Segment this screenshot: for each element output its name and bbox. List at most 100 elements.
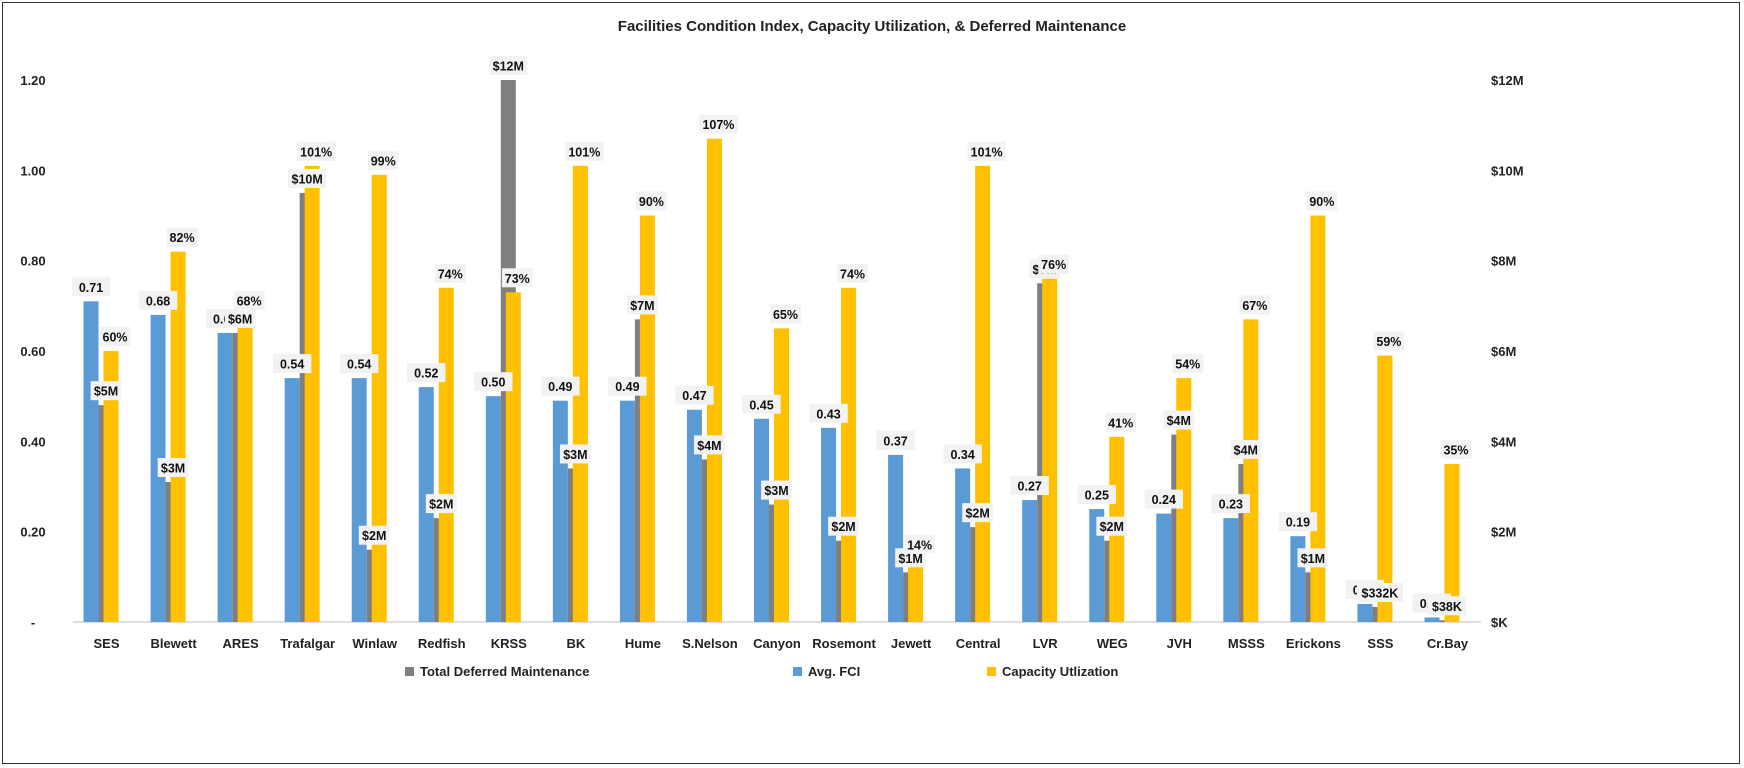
legend-swatch bbox=[793, 667, 802, 676]
category-label: Central bbox=[956, 636, 1001, 651]
data-labels: 0.71$5M60%0.68$3M82%0.64$6M68%0.54$10M10… bbox=[71, 56, 1472, 616]
fci-bar bbox=[552, 400, 568, 622]
category-label: Erickons bbox=[1286, 636, 1341, 651]
fci-value-label-bg bbox=[340, 354, 379, 374]
fci-value-label-bg bbox=[876, 430, 915, 450]
capacity-value-label: 60% bbox=[103, 331, 128, 345]
capacity-value-label-bg bbox=[699, 114, 738, 134]
capacity-value-label: 73% bbox=[505, 272, 530, 286]
capacity-value-label-bg bbox=[1239, 295, 1271, 315]
fci-value-label-bg bbox=[675, 385, 714, 405]
deferred-maintenance-value-label-bg bbox=[694, 435, 725, 455]
y-left-tick-label: 0.40 bbox=[20, 434, 45, 449]
capacity-bar bbox=[1377, 355, 1393, 622]
capacity-value-label-bg bbox=[636, 191, 667, 211]
capacity-value-label-bg bbox=[1105, 412, 1137, 432]
capacity-value-label: 101% bbox=[971, 145, 1003, 159]
category-label: Redfish bbox=[418, 636, 466, 651]
capacity-value-label: 67% bbox=[1242, 299, 1267, 313]
category-label: Canyon bbox=[753, 636, 801, 651]
capacity-bar bbox=[908, 558, 924, 622]
fci-value-label-bg bbox=[809, 403, 848, 423]
capacity-value-label-bg bbox=[1172, 354, 1204, 374]
deferred-maintenance-value-label: $7M bbox=[630, 299, 654, 313]
capacity-bar bbox=[304, 165, 320, 623]
deferred-maintenance-value-label-bg bbox=[489, 56, 528, 75]
legend-swatch bbox=[405, 667, 414, 676]
capacity-value-label: 74% bbox=[438, 267, 463, 281]
deferred-maintenance-value-label: $332K bbox=[1362, 587, 1399, 601]
capacity-bar bbox=[1243, 319, 1259, 622]
y-left-tick-label: 0.20 bbox=[20, 525, 45, 540]
deferred-maintenance-value-label-bg bbox=[1096, 516, 1128, 536]
fci-bar bbox=[1089, 509, 1105, 622]
fci-value-label: 0.24 bbox=[1152, 493, 1176, 507]
category-label: Winlaw bbox=[352, 636, 398, 651]
fci-value-label-bg bbox=[71, 277, 111, 297]
capacity-value-label-bg bbox=[1373, 331, 1405, 351]
category-label: Cr.Bay bbox=[1427, 636, 1469, 651]
capacity-bar bbox=[371, 174, 387, 622]
fci-value-label: 0.54 bbox=[347, 358, 371, 372]
deferred-maintenance-value-label-bg bbox=[1163, 410, 1195, 430]
fci-bar bbox=[217, 332, 233, 622]
category-label: ARES bbox=[223, 636, 259, 651]
deferred-maintenance-value-label: $6M bbox=[228, 312, 252, 326]
deferred-maintenance-value-label: $1M bbox=[898, 552, 922, 566]
fci-value-label-bg bbox=[474, 372, 513, 392]
capacity-bar bbox=[237, 314, 253, 622]
capacity-bar bbox=[774, 328, 789, 622]
category-label: BK bbox=[566, 636, 585, 651]
capacity-bar bbox=[1444, 463, 1460, 622]
deferred-maintenance-value-label-bg bbox=[627, 295, 658, 315]
y-right-tick-label: $K bbox=[1491, 615, 1508, 630]
category-label: MSSS bbox=[1228, 636, 1265, 651]
fci-value-label-bg bbox=[1211, 494, 1251, 514]
capacity-value-label: 68% bbox=[237, 294, 262, 308]
capacity-bar bbox=[1176, 378, 1192, 622]
fci-bar bbox=[1022, 500, 1038, 622]
fci-value-label-bg bbox=[742, 394, 781, 414]
capacity-bar bbox=[841, 287, 857, 622]
deferred-maintenance-value-label-bg bbox=[1297, 548, 1329, 568]
fci-bar bbox=[1156, 513, 1172, 622]
capacity-value-label-bg bbox=[837, 263, 868, 283]
y-right-tick-label: $10M bbox=[1491, 163, 1524, 178]
category-label: WEG bbox=[1097, 636, 1128, 651]
fci-value-label: 0.34 bbox=[950, 448, 974, 462]
fci-bar bbox=[351, 378, 367, 622]
capacity-value-label-bg bbox=[565, 141, 604, 161]
fci-bar bbox=[1424, 617, 1440, 622]
deferred-maintenance-value-label-bg bbox=[358, 525, 390, 545]
deferred-maintenance-value-label-bg bbox=[1230, 439, 1262, 459]
legend-label: Total Deferred Maintenance bbox=[420, 664, 590, 679]
deferred-maintenance-value-label: $5M bbox=[94, 385, 118, 399]
deferred-maintenance-value-label-bg bbox=[761, 480, 792, 500]
capacity-value-label: 59% bbox=[1376, 335, 1401, 349]
deferred-maintenance-value-label: $4M bbox=[1167, 414, 1191, 428]
capacity-bar bbox=[103, 351, 119, 622]
fci-bar bbox=[1223, 518, 1239, 622]
fci-value-label: 0.71 bbox=[79, 281, 103, 295]
category-label: Blewett bbox=[150, 636, 197, 651]
deferred-maintenance-value-label: $2M bbox=[965, 507, 989, 521]
y-left-tick-label: 0.80 bbox=[20, 254, 45, 269]
fci-bar bbox=[1357, 603, 1373, 622]
capacity-value-label: 74% bbox=[840, 267, 865, 281]
capacity-value-label-bg bbox=[501, 268, 533, 288]
fci-bar bbox=[888, 454, 904, 622]
fci-value-label: 0.25 bbox=[1085, 489, 1109, 503]
capacity-value-label: 107% bbox=[702, 118, 734, 132]
deferred-maintenance-value-label: $3M bbox=[161, 461, 185, 475]
capacity-value-label-bg bbox=[166, 227, 198, 247]
capacity-value-label-bg bbox=[99, 327, 131, 346]
category-label: SSS bbox=[1367, 636, 1393, 651]
capacity-value-label: 90% bbox=[639, 195, 664, 209]
capacity-bar bbox=[1042, 278, 1058, 622]
capacity-value-label-bg bbox=[770, 304, 801, 324]
legend-label: Capacity Utlization bbox=[1002, 664, 1118, 679]
capacity-bar bbox=[639, 215, 655, 622]
deferred-maintenance-value-label-bg bbox=[224, 308, 256, 328]
fci-value-label-bg bbox=[943, 444, 982, 464]
